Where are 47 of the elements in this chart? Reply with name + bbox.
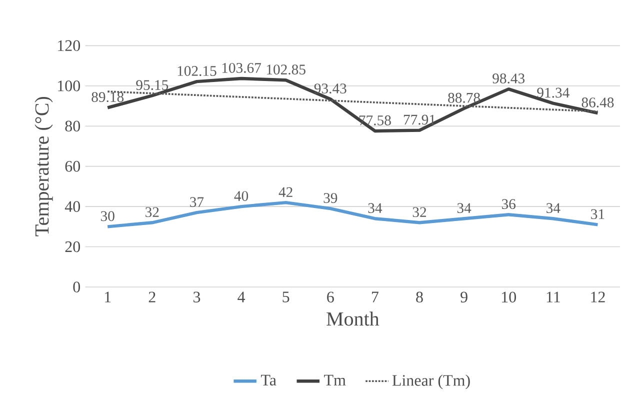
data-label: 103.67 bbox=[222, 62, 262, 73]
data-label: 34 bbox=[457, 203, 472, 214]
data-label: 89.18 bbox=[92, 92, 124, 102]
data-label: 98.43 bbox=[492, 73, 525, 84]
legend-label: Ta bbox=[261, 374, 276, 386]
legend-label: Linear (Tm) bbox=[392, 374, 470, 390]
x-tick-label: 5 bbox=[282, 292, 290, 302]
data-label: 32 bbox=[412, 207, 426, 218]
data-label: 36 bbox=[502, 199, 516, 210]
y-tick-label: 120 bbox=[58, 40, 80, 52]
legend-label: Tm bbox=[324, 374, 346, 386]
data-label: 30 bbox=[100, 211, 114, 222]
x-tick-label: 4 bbox=[238, 292, 246, 302]
data-label: 34 bbox=[546, 203, 560, 214]
x-tick-label: 7 bbox=[372, 292, 378, 302]
y-tick-label: 80 bbox=[65, 120, 80, 132]
x-tick-label: 1 bbox=[105, 292, 111, 302]
data-label: 95.15 bbox=[136, 80, 168, 90]
data-label: 37 bbox=[190, 197, 204, 207]
data-label: 39 bbox=[324, 193, 338, 203]
x-tick-label: 8 bbox=[416, 292, 423, 302]
data-label: 88.78 bbox=[448, 92, 480, 103]
data-label: 32 bbox=[146, 207, 159, 218]
x-tick-label: 10 bbox=[502, 292, 516, 302]
y-tick-label: 40 bbox=[64, 201, 80, 212]
x-tick-label: 9 bbox=[460, 292, 468, 302]
data-label: 102.15 bbox=[178, 66, 216, 76]
y-tick-label: 0 bbox=[73, 282, 80, 292]
x-axis-title: Month bbox=[326, 312, 380, 326]
x-tick-label: 12 bbox=[591, 292, 605, 302]
data-label: 40 bbox=[234, 191, 248, 201]
y-tick-label: 20 bbox=[65, 241, 80, 252]
y-tick-label: 60 bbox=[65, 160, 80, 172]
data-label: 31 bbox=[591, 209, 604, 220]
y-axis-title: Temperature (°C) bbox=[34, 96, 53, 236]
data-label: 86.48 bbox=[582, 98, 614, 108]
data-label: 42 bbox=[278, 187, 292, 197]
x-tick-label: 6 bbox=[327, 292, 334, 302]
y-tick-label: 100 bbox=[58, 80, 80, 92]
data-label: 34 bbox=[368, 203, 382, 214]
x-tick-label: 3 bbox=[194, 292, 200, 302]
x-tick-label: 11 bbox=[546, 292, 560, 302]
data-label: 93.43 bbox=[314, 84, 346, 94]
data-label: 77.91 bbox=[404, 114, 436, 125]
data-label: 91.34 bbox=[537, 88, 570, 98]
x-tick-label: 2 bbox=[148, 292, 156, 302]
data-label: 102.85 bbox=[266, 64, 306, 75]
